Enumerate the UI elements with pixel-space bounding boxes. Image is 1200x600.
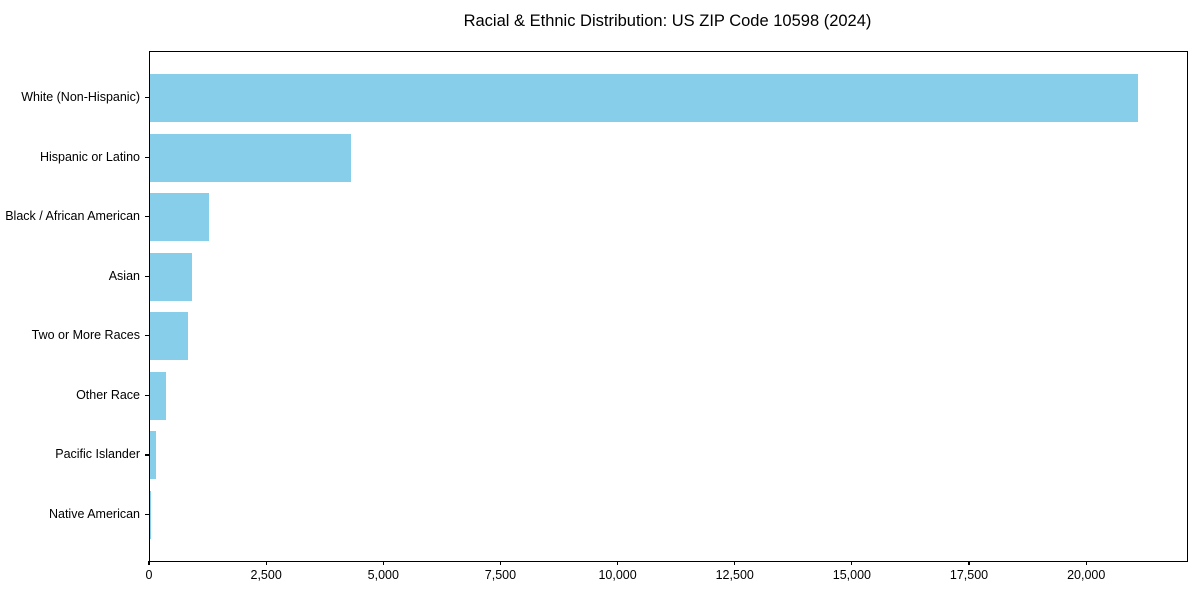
bar [150, 252, 193, 301]
y-tick-label: Two or More Races [31, 328, 140, 343]
y-tick-mark [145, 216, 149, 218]
x-tick-label: 20,000 [1067, 568, 1106, 582]
y-tick-mark [145, 97, 149, 99]
y-tick-label: Pacific Islander [55, 447, 140, 462]
x-tick-label: 7,500 [484, 568, 517, 582]
x-tick-mark [148, 561, 150, 565]
x-tick-label: 0 [145, 568, 153, 582]
x-tick-mark [499, 561, 502, 565]
x-tick-mark [265, 561, 267, 565]
x-tick-mark [1085, 561, 1087, 565]
x-tick-mark [734, 561, 736, 565]
y-tick-label: Other Race [76, 387, 140, 402]
y-tick-mark [145, 275, 149, 277]
y-tick-mark [145, 514, 149, 516]
x-tick-mark [382, 561, 384, 565]
chart-title: Racial & Ethnic Distribution: US ZIP Cod… [463, 12, 872, 30]
y-tick-label: Native American [48, 507, 140, 521]
y-tick-label: White (Non-Hispanic) [21, 90, 140, 104]
x-tick-label: 10,000 [598, 568, 637, 582]
y-tick-label: Hispanic or Latino [39, 149, 140, 164]
x-tick-mark [616, 561, 619, 565]
y-tick-mark [145, 335, 149, 337]
y-tick-label: Asian [108, 268, 140, 283]
x-tick-label: 12,500 [715, 568, 754, 582]
x-tick-mark [968, 561, 970, 565]
x-tick-label: 2,500 [250, 568, 282, 582]
x-tick-label: 15,000 [832, 568, 871, 582]
bar [150, 371, 166, 420]
bar [150, 431, 156, 480]
y-tick-label: Black / African American [5, 209, 140, 224]
x-tick-label: 17,500 [949, 568, 989, 582]
y-tick-mark [145, 454, 149, 456]
x-tick-mark [851, 561, 853, 565]
bar [150, 74, 1138, 122]
x-tick-label: 5,000 [367, 568, 399, 582]
y-tick-mark [145, 394, 149, 397]
bar [150, 312, 189, 361]
y-tick-mark [145, 156, 149, 158]
bar [150, 193, 209, 242]
bar [150, 133, 351, 182]
plot-area [149, 51, 1188, 562]
